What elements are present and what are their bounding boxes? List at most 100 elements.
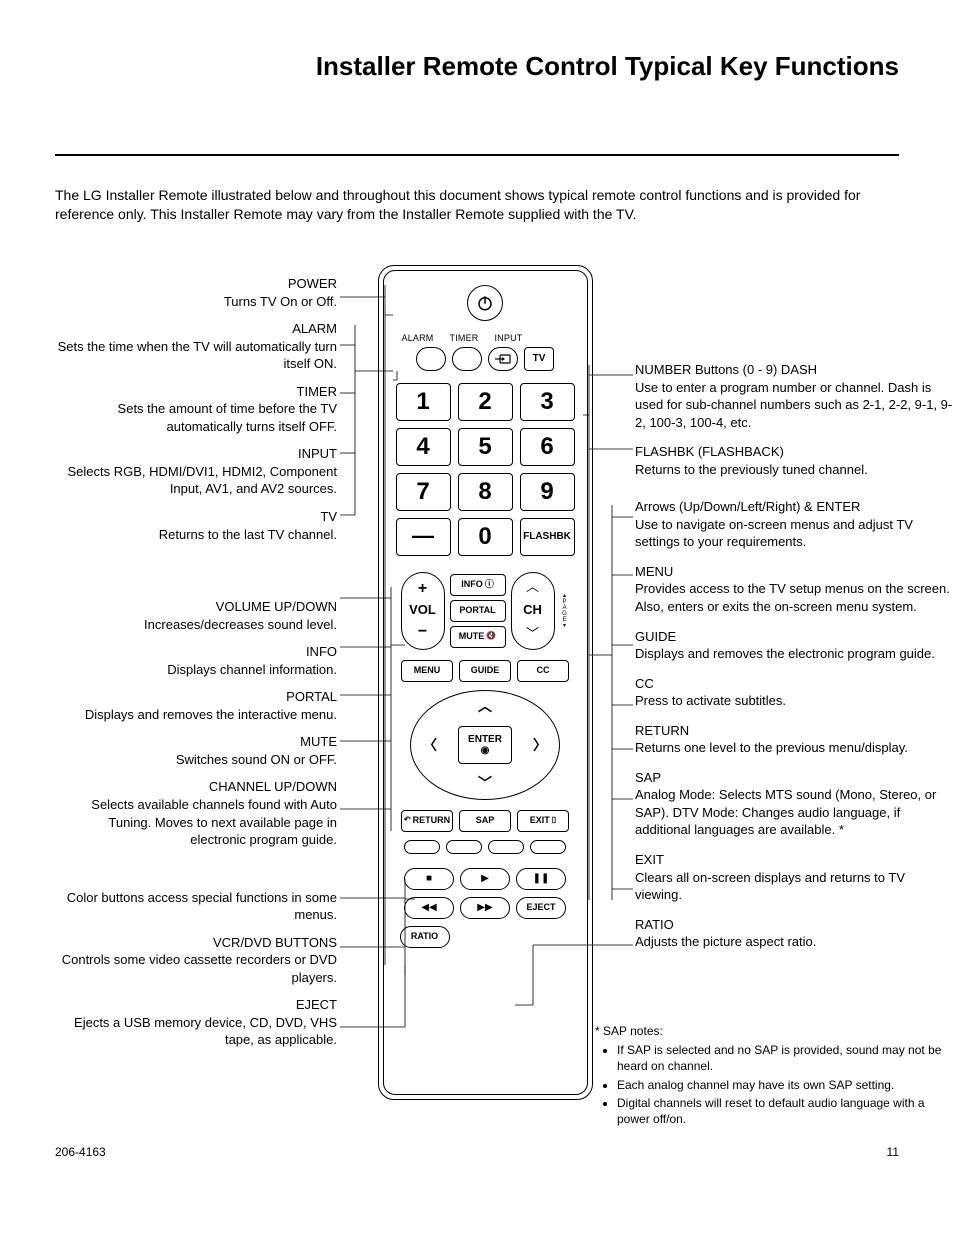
num-5-button: 5 <box>458 428 513 466</box>
callout-tv: TV Returns to the last TV channel. <box>55 508 337 543</box>
num-6-button: 6 <box>520 428 575 466</box>
callout-flashbk: FLASHBK (FLASHBACK) Returns to the previ… <box>635 443 954 478</box>
cc-button: CC <box>517 660 569 682</box>
desc: Returns to the last TV channel. <box>55 526 337 544</box>
mute-button: MUTE🔇 <box>450 626 506 648</box>
ratio-row: RATIO <box>396 926 575 948</box>
callout-guide: GUIDE Displays and removes the electroni… <box>635 628 954 663</box>
callout-portal: PORTAL Displays and removes the interact… <box>55 688 337 723</box>
desc: Returns to the previously tuned channel. <box>635 462 868 477</box>
page-footer: 206-4163 11 <box>55 1145 899 1161</box>
channel-rocker: ︿ CH ﹀ <box>511 572 555 650</box>
arrow-left-icon: 〈 <box>423 736 437 754</box>
stop-icon: ■ <box>426 872 432 885</box>
stop-button: ■ <box>404 868 454 890</box>
vol-label: VOL <box>409 602 436 619</box>
callout-menu: MENU Provides access to the TV setup men… <box>635 563 954 616</box>
dash-icon: — <box>412 522 434 551</box>
desc: Displays and removes the interactive men… <box>55 706 337 724</box>
callout-vcrdvd: VCR/DVD BUTTONS Controls some video cass… <box>55 934 337 987</box>
menu-guide-cc-row: MENU GUIDE CC <box>396 660 575 682</box>
arrow-down-icon: ﹀ <box>478 774 492 792</box>
desc: Selects available channels found with Au… <box>55 796 337 849</box>
chevron-up-icon: ︿ <box>526 579 539 596</box>
label: TIMER <box>55 383 337 401</box>
callout-numbers: NUMBER Buttons (0 - 9) DASH Use to enter… <box>635 361 954 431</box>
label: RATIO <box>635 916 954 934</box>
label: TV <box>55 508 337 526</box>
timer-button <box>452 347 482 371</box>
media-row-1: ■ ▶ ❚❚ <box>396 868 575 890</box>
desc: Sets the amount of time before the TV au… <box>55 400 337 435</box>
callout-eject: EJECT Ejects a USB memory device, CD, DV… <box>55 996 337 1049</box>
sap-note-item: Each analog channel may have its own SAP… <box>617 1077 954 1093</box>
info-button: INFOⓘ <box>450 574 506 596</box>
desc: Displays channel information. <box>55 661 337 679</box>
desc: Sets the time when the TV will automatic… <box>55 338 337 373</box>
label: MENU <box>635 563 954 581</box>
mute-label: MUTE <box>459 631 485 643</box>
enter-button: ENTER ◉ <box>458 726 512 764</box>
callout-arrows: Arrows (Up/Down/Left/Right) & ENTER Use … <box>635 498 954 551</box>
callout-volume: VOLUME UP/DOWN Increases/decreases sound… <box>55 598 337 633</box>
label: INFO <box>55 643 337 661</box>
flashbk-label: FLASHBK <box>523 530 571 543</box>
enter-dot-icon: ◉ <box>481 745 490 756</box>
color-button-4 <box>530 840 566 854</box>
desc: Press to activate subtitles. <box>635 693 786 708</box>
desc: Clears all on-screen displays and return… <box>635 870 905 903</box>
sap-button: SAP <box>459 810 511 832</box>
desc: Controls some video cassette recorders o… <box>55 951 337 986</box>
portal-button: PORTAL <box>450 600 506 622</box>
desc: Turns TV On or Off. <box>55 293 337 311</box>
chevron-down-icon: ﹀ <box>526 626 539 643</box>
media-row-2: ◀◀ ▶▶ EJECT <box>396 897 575 919</box>
alarm-label: ALARM <box>402 333 434 345</box>
desc: Color buttons access special functions i… <box>55 889 337 924</box>
desc: Increases/decreases sound level. <box>55 616 337 634</box>
return-label: RETURN <box>413 815 451 827</box>
page-number: 11 <box>887 1145 899 1161</box>
dash-button: — <box>396 518 451 556</box>
alarm-button <box>416 347 446 371</box>
plus-icon: + <box>418 579 427 600</box>
label: CHANNEL UP/DOWN <box>55 778 337 796</box>
callout-exit: EXIT Clears all on-screen displays and r… <box>635 851 954 904</box>
label: FLASHBK (FLASHBACK) <box>635 443 954 461</box>
power-icon <box>476 294 494 312</box>
label: POWER <box>55 275 337 293</box>
num-7-button: 7 <box>396 473 451 511</box>
arrow-right-icon: 〉 <box>533 736 547 754</box>
page-down-icon: ▾ <box>563 623 566 629</box>
num-0-button: 0 <box>458 518 513 556</box>
page-strip: ▴ PAGE ▾ <box>560 572 570 650</box>
callout-return: RETURN Returns one level to the previous… <box>635 722 954 757</box>
return-button: ↶RETURN <box>401 810 453 832</box>
timer-label: TIMER <box>450 333 479 345</box>
ratio-button: RATIO <box>400 926 450 948</box>
input-icon <box>495 354 511 364</box>
input-label: INPUT <box>494 333 522 345</box>
label: ALARM <box>55 320 337 338</box>
callout-ratio: RATIO Adjusts the picture aspect ratio. <box>635 916 954 951</box>
sap-notes-heading: * SAP notes: <box>595 1024 663 1038</box>
remote-inner-shell: ALARM TIMER INPUT TV 1 2 3 <box>383 270 588 1095</box>
callout-color: Color buttons access special functions i… <box>55 889 337 924</box>
right-callouts: NUMBER Buttons (0 - 9) DASH Use to enter… <box>635 361 954 963</box>
label: INPUT <box>55 445 337 463</box>
desc: Adjusts the picture aspect ratio. <box>635 934 816 949</box>
label: SAP <box>635 769 954 787</box>
volume-rocker: + VOL − <box>401 572 445 650</box>
callout-cc: CC Press to activate subtitles. <box>635 675 954 710</box>
label: EXIT <box>635 851 954 869</box>
number-pad: 1 2 3 4 5 6 7 8 9 — 0 FLASHBK <box>396 383 575 556</box>
color-button-3 <box>488 840 524 854</box>
doc-number: 206-4163 <box>55 1145 106 1161</box>
label: Arrows (Up/Down/Left/Right) & ENTER <box>635 498 954 516</box>
nav-oval: ︿ ﹀ 〈 〉 ENTER ◉ <box>410 690 560 800</box>
fastfwd-button: ▶▶ <box>460 897 510 919</box>
desc: Selects RGB, HDMI/DVI1, HDMI2, Component… <box>55 463 337 498</box>
exit-button: EXIT▯ <box>517 810 569 832</box>
arrow-up-icon: ︿ <box>478 697 492 715</box>
num-9-button: 9 <box>520 473 575 511</box>
